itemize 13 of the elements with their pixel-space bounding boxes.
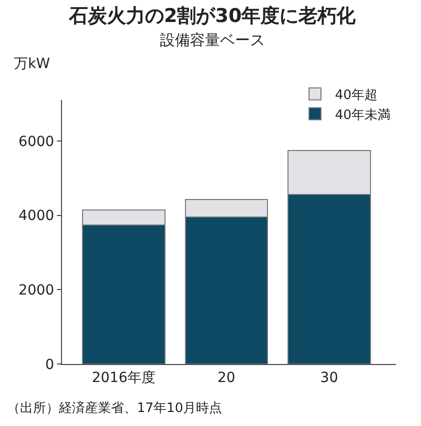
chart-title: 石炭火力の2割が30年度に老朽化 bbox=[68, 5, 357, 27]
x-tick-label: 30 bbox=[320, 370, 338, 386]
x-tick-label: 2016年度 bbox=[92, 370, 156, 386]
text: （出所）経済産業省、17年10月時点 bbox=[7, 400, 222, 416]
y-tick-label: 4000 bbox=[18, 208, 54, 224]
legend-label: 40年超 bbox=[335, 88, 378, 103]
x-tick-label: 20 bbox=[218, 370, 236, 386]
y-tick-label: 2000 bbox=[18, 282, 54, 299]
legend-label: 40年未満 bbox=[335, 108, 391, 123]
y-axis-title: 万kW bbox=[14, 56, 50, 72]
y-tick-label: 6000 bbox=[18, 134, 54, 150]
chart-subtitle: 設備容量ベース bbox=[160, 31, 265, 49]
y-tick-label: 0 bbox=[45, 356, 54, 373]
